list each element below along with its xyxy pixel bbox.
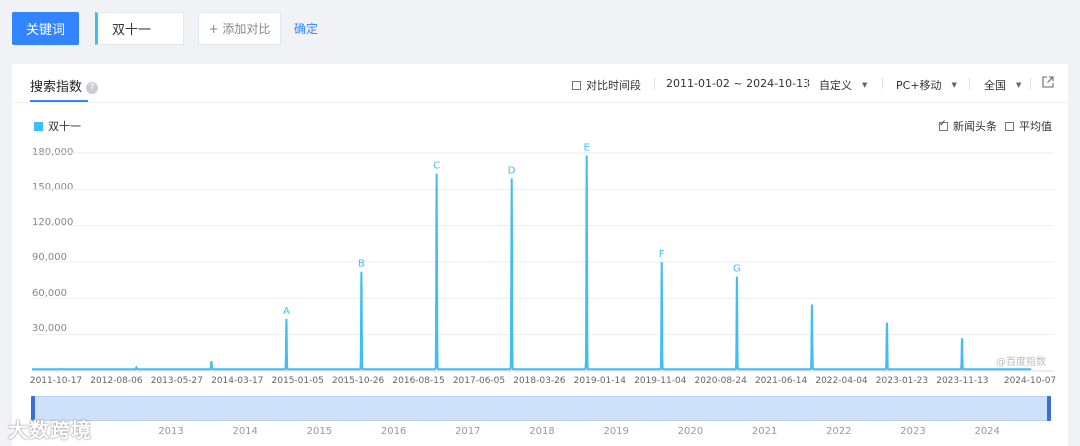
range-year-label: 2015 <box>306 426 333 437</box>
range-handle-right[interactable] <box>1047 396 1051 421</box>
search-index-panel: 搜索指数? 对比时间段 2011-01-02 ~ 2024-10-13 自定义 ▼… <box>12 64 1068 446</box>
compare-period-label: 对比时间段 <box>586 79 641 92</box>
brand-logo: 大数跨境 <box>8 418 92 442</box>
x-tick-label: 2024-10-07 <box>1003 376 1057 386</box>
range-handle-left[interactable] <box>31 396 35 421</box>
checkbox-icon <box>1005 121 1014 131</box>
tab-search-index[interactable]: 搜索指数? <box>30 76 99 95</box>
divider <box>882 78 883 89</box>
range-year-label: 2016 <box>380 426 407 437</box>
y-tick-label: 60,000 <box>32 288 67 299</box>
x-tick-label: 2011-10-17 <box>29 376 83 386</box>
x-tick-label: 2018-03-26 <box>513 376 566 386</box>
region-dropdown[interactable]: 全国 ▼ <box>984 77 1021 93</box>
header-divider <box>12 102 1068 103</box>
x-tick-label: 2015-10-26 <box>331 376 385 386</box>
news-marker-label[interactable]: D <box>508 165 516 176</box>
news-checkbox[interactable]: 新闻头条 <box>939 118 997 134</box>
range-year-label: 2020 <box>677 426 704 437</box>
range-year-label: 2021 <box>751 426 778 437</box>
checkbox-checked-icon <box>939 119 948 131</box>
x-tick-label: 2020-08-24 <box>694 376 747 386</box>
custom-label: 自定义 <box>819 79 852 92</box>
divider <box>807 78 808 89</box>
add-compare-button[interactable]: + 添加对比 <box>198 12 281 45</box>
y-tick-label: 90,000 <box>32 252 67 263</box>
time-range-slider[interactable] <box>32 396 1050 421</box>
range-year-label: 2013 <box>158 426 184 437</box>
news-marker-label[interactable]: E <box>584 142 590 153</box>
range-year-label: 2024 <box>974 426 1000 437</box>
range-year-label: 2019 <box>603 426 629 437</box>
average-label: 平均值 <box>1019 120 1052 133</box>
y-tick-label: 30,000 <box>32 323 67 334</box>
range-year-label: 2014 <box>232 426 258 437</box>
checkbox-icon <box>572 80 581 90</box>
x-tick-label: 2022-04-04 <box>815 376 868 386</box>
news-marker-label[interactable]: A <box>283 306 290 317</box>
x-tick-label: 2014-03-17 <box>211 376 264 386</box>
news-marker-label[interactable]: B <box>358 259 365 270</box>
news-marker-label[interactable]: C <box>433 161 440 172</box>
chart-legend[interactable]: 双十一 <box>34 118 81 134</box>
x-tick-label: 2021-06-14 <box>754 376 808 386</box>
average-checkbox[interactable]: 平均值 <box>1005 118 1052 134</box>
device-label: PC+移动 <box>896 79 942 92</box>
range-year-label: 2022 <box>826 426 852 437</box>
caret-down-icon: ▼ <box>951 81 957 89</box>
x-tick-label: 2023-11-13 <box>936 376 989 386</box>
divider <box>969 78 970 89</box>
confirm-link[interactable]: 确定 <box>294 22 319 36</box>
series-line[interactable] <box>32 155 1032 371</box>
range-year-label: 2017 <box>455 426 481 437</box>
news-label: 新闻头条 <box>953 120 997 133</box>
baidu-index-watermark: @百度指数 <box>996 357 1046 368</box>
compare-period-checkbox[interactable]: 对比时间段 <box>572 77 641 93</box>
tab-underline <box>30 100 88 102</box>
x-tick-label: 2012-08-06 <box>90 376 143 386</box>
top-toolbar: 关键词 双十一 + 添加对比 确定 <box>0 0 1080 60</box>
divider <box>1030 78 1031 89</box>
export-icon[interactable] <box>1042 76 1054 88</box>
range-year-label: 2018 <box>529 426 555 437</box>
range-year-label: 2023 <box>900 426 926 437</box>
date-range-picker[interactable]: 2011-01-02 ~ 2024-10-13 <box>666 77 810 90</box>
x-tick-label: 2016-08-15 <box>392 376 445 386</box>
news-marker-label[interactable]: G <box>733 264 741 275</box>
custom-dropdown[interactable]: 自定义 ▼ <box>819 77 867 93</box>
x-tick-label: 2015-01-05 <box>271 376 324 386</box>
tab-search-index-label: 搜索指数 <box>30 80 83 95</box>
news-marker-label[interactable]: F <box>659 249 665 260</box>
x-tick-label: 2019-01-14 <box>573 376 626 386</box>
date-range-value: 2011-01-02 ~ 2024-10-13 <box>666 77 811 90</box>
x-tick-label: 2019-11-04 <box>634 376 687 386</box>
line-chart[interactable]: A B C D E F G <box>12 64 1068 384</box>
y-tick-label: 120,000 <box>32 217 74 228</box>
legend-series-name: 双十一 <box>48 120 81 133</box>
legend-swatch <box>34 121 43 131</box>
caret-down-icon: ▼ <box>862 81 868 89</box>
x-tick-label: 2023-01-23 <box>875 376 929 386</box>
x-tick-label: 2017-06-05 <box>452 376 506 386</box>
caret-down-icon: ▼ <box>1016 81 1022 89</box>
keyword-input[interactable]: 双十一 <box>95 12 184 45</box>
divider <box>654 78 655 89</box>
region-label: 全国 <box>984 79 1006 92</box>
y-tick-label: 150,000 <box>32 182 74 193</box>
device-dropdown[interactable]: PC+移动 ▼ <box>896 77 957 93</box>
keyword-button[interactable]: 关键词 <box>12 12 79 45</box>
help-icon[interactable]: ? <box>86 82 99 94</box>
x-tick-label: 2013-05-27 <box>150 376 203 386</box>
